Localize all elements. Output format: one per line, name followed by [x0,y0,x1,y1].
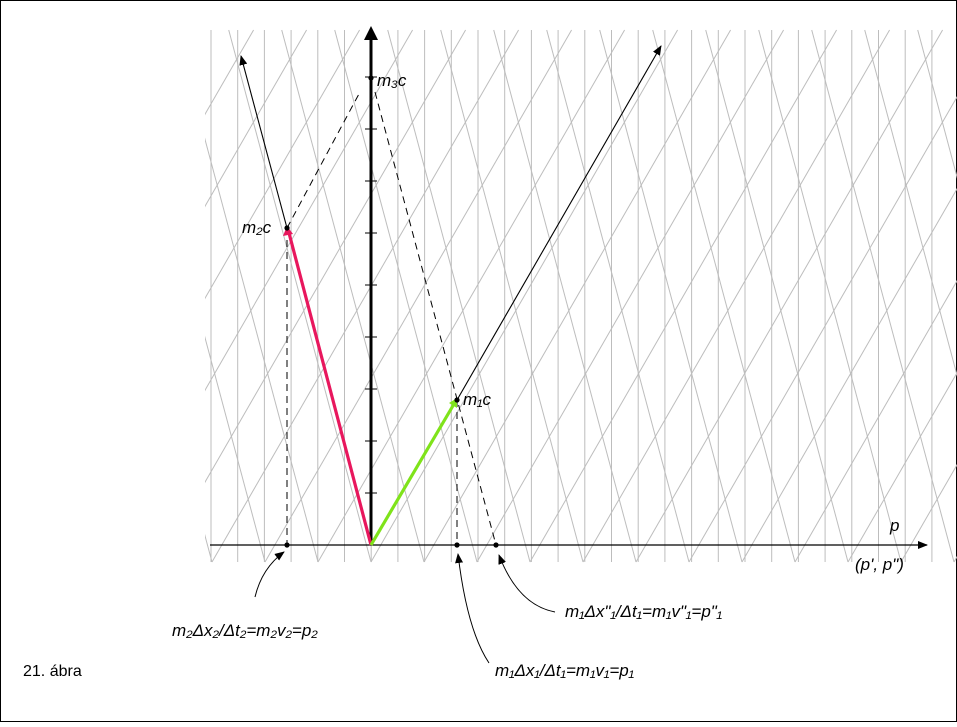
grid-falling-line [0,30,53,562]
vertical-axis-arrowhead [364,26,378,40]
label-p-alt: (p', p") [855,555,904,574]
figure-caption: 21. ábra [23,663,82,680]
grid-rising-line [900,463,957,563]
grid-rising-line [205,29,414,392]
leader-p2 [254,551,285,598]
point-p1pp [493,542,499,548]
grid-falling-line [546,29,690,563]
grid-falling-line [599,29,743,563]
grid-rising-line [211,29,520,563]
m2-vector-arrowhead [283,226,293,236]
grid-rising-line [0,30,42,562]
m2-momentum-vector [287,232,373,546]
label-m2c: m₂c [242,218,272,237]
grid-rising-line [264,29,573,563]
grid-falling-line [917,29,957,179]
grid-falling-line [440,29,584,563]
dash-m3-to-p1pp [374,91,497,546]
grid-falling-line [17,30,159,562]
leader-p1pp [498,554,556,613]
grid-falling-line [205,335,266,563]
grid-rising-line [423,29,732,563]
grid-rising-line [635,29,944,563]
label-m1c: m₁c [463,390,492,409]
point-p1 [454,542,460,548]
grid-rising-line [0,30,95,562]
grid-rising-line [317,29,626,563]
grid-falling-line [0,30,106,562]
grid-falling-line [205,137,319,563]
point-p2 [284,542,290,548]
point-m3c [368,75,374,81]
grid-falling-line [758,29,902,563]
grid-rising-line [476,29,785,563]
grid-falling-line [652,29,796,563]
label-p-axis: p [889,516,899,535]
points [284,75,499,548]
grid-rising-line [205,29,467,484]
grid-falling-line [811,29,955,563]
grid-rising-line [688,95,957,563]
grid-falling-line [281,29,425,563]
dash-m2-to-m3 [286,91,361,229]
grid-falling-line [864,29,957,377]
grid-rising-line [794,279,957,563]
annotation-p1pp: m₁Δx"₁/Δt₁=m₁v"₁=p"₁ [565,602,722,621]
grid-rising-line [741,187,957,563]
m1-worldline [456,45,662,401]
leader-lines [254,551,556,664]
grid-falling-line [705,29,849,563]
grid-falling-line [387,29,531,563]
annotation-p2: m₂Δx₂/Δt₂=m₂v₂=p₂ [172,621,318,640]
grid-falling-line [205,533,213,563]
grid-rising-line [0,30,201,562]
spacetime-grid [0,29,957,563]
point-m2c [284,225,290,231]
grid-rising-line [370,29,679,563]
leader-p1 [455,553,490,664]
dashed-construction [286,91,497,546]
m2-worldline [239,55,288,229]
m1-momentum-vector [369,403,456,546]
grid-rising-line [529,29,838,563]
grid-falling-line [493,29,637,563]
grid-falling-line [228,29,372,563]
annotation-p1: m₁Δx₁/Δt₁=m₁v₁=p₁ [495,661,634,680]
point-m1c [454,397,460,403]
grid-rising-line [205,29,361,300]
grid-rising-line [205,29,308,208]
grid-rising-line [205,29,255,116]
label-m3c: m₃c [377,71,407,90]
grid-rising-line [0,30,148,562]
grid-rising-line [582,29,891,563]
grid-rising-line [847,371,957,563]
grid-falling-line [334,29,478,563]
